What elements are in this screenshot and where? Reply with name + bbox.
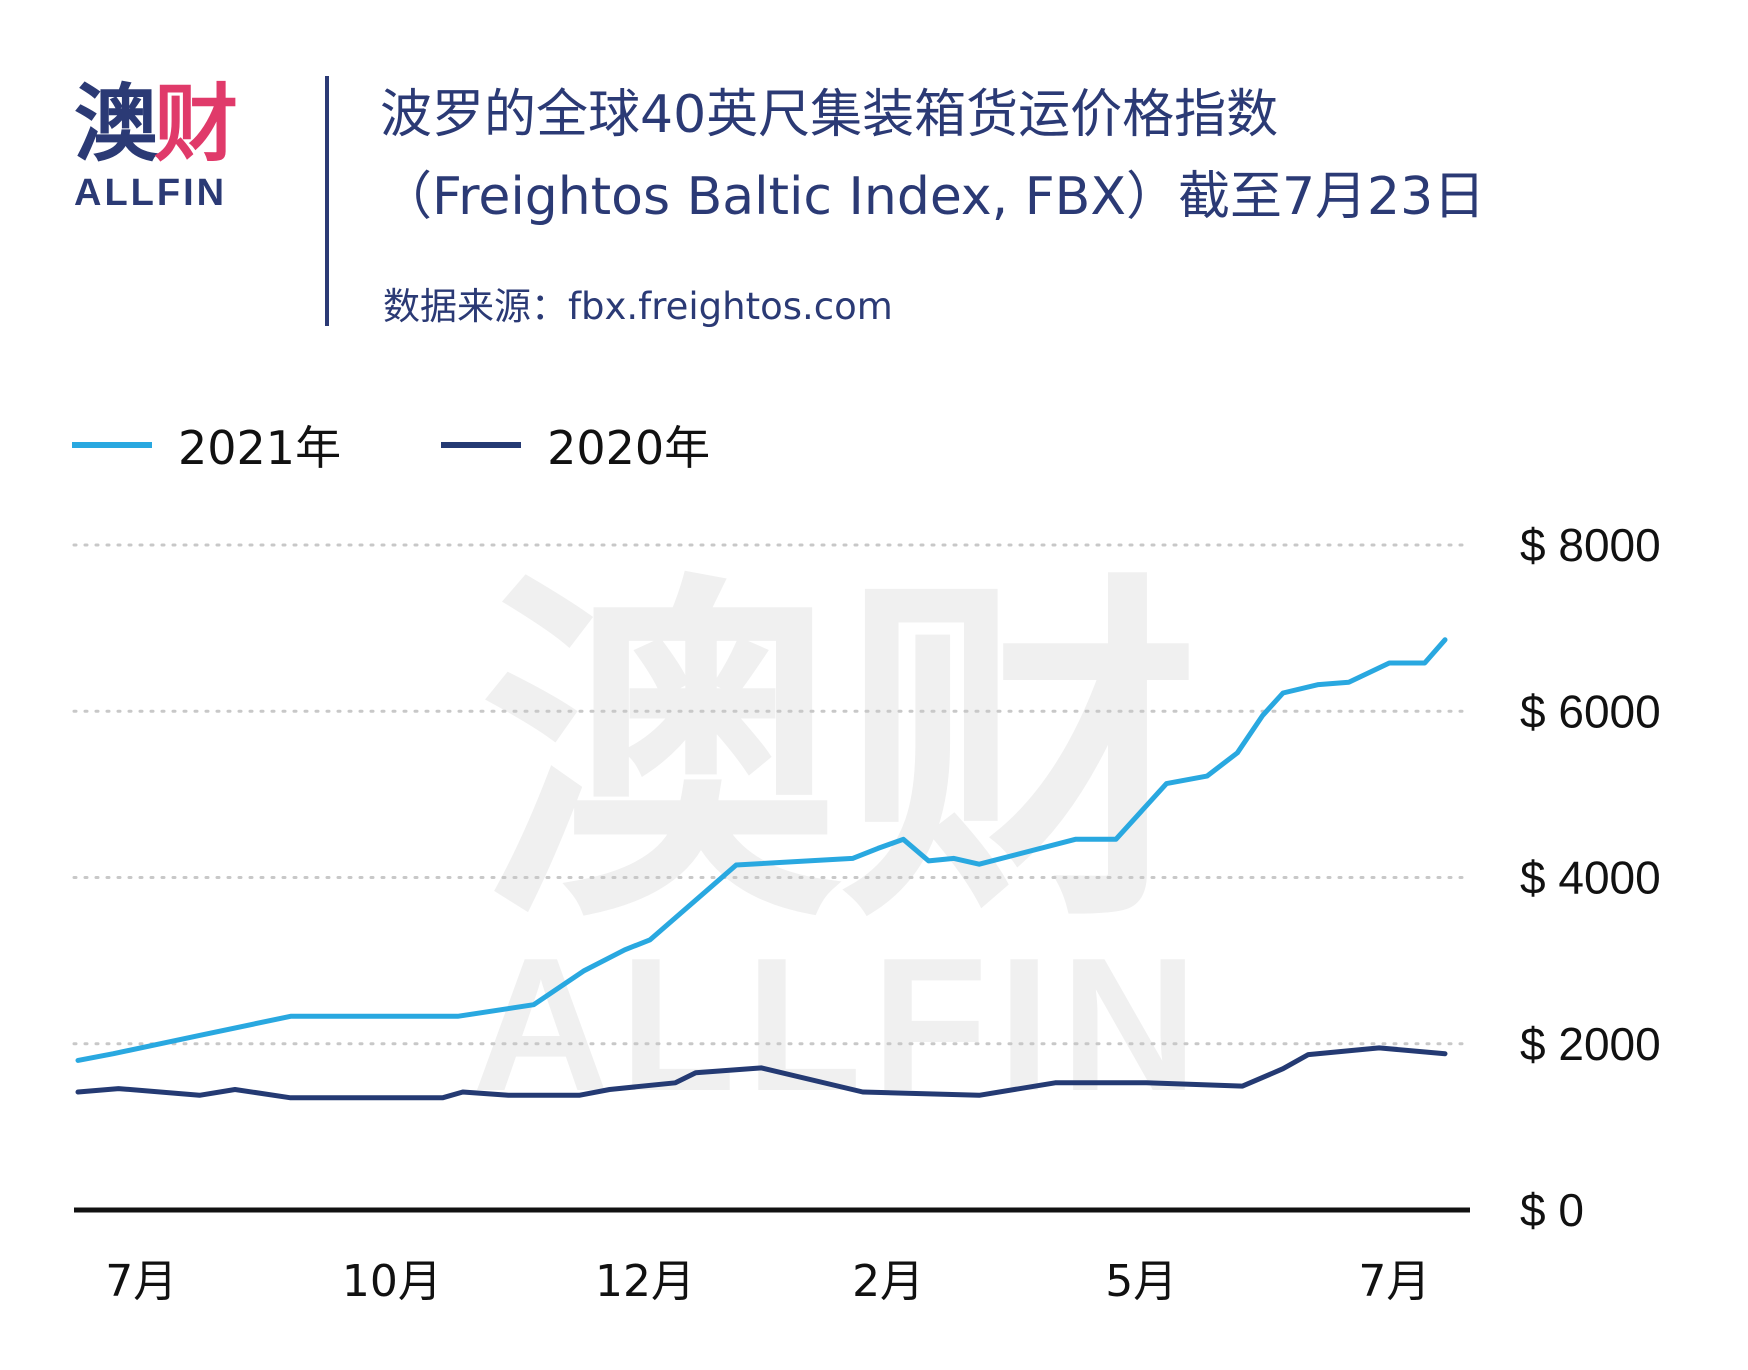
x-tick-label: 10月 xyxy=(342,1256,442,1307)
legend-swatch-2021 xyxy=(72,442,152,448)
legend-item-2020: 2020年 xyxy=(441,412,710,478)
chart-title-line2: （Freightos Baltic Index, FBX）截至7月23日 xyxy=(380,167,1486,227)
y-tick-label: $ 6000 xyxy=(1520,685,1661,737)
y-tick-label: $ 2000 xyxy=(1520,1018,1661,1070)
y-tick-label: $ 8000 xyxy=(1520,519,1661,571)
watermark: 澳财 ALLFIN xyxy=(472,546,1207,1131)
logo-cn: 澳财 xyxy=(74,78,264,170)
y-tick-label: $ 4000 xyxy=(1520,852,1661,904)
data-source: 数据来源：fbx.freightos.com xyxy=(383,285,893,328)
x-tick-label: 5月 xyxy=(1105,1256,1177,1307)
y-tick-label: $ 0 xyxy=(1520,1184,1584,1236)
gridlines xyxy=(72,543,1472,1046)
x-tick-label: 7月 xyxy=(105,1256,177,1307)
logo: 澳财 ALLFIN xyxy=(74,78,264,215)
legend-label-2020: 2020年 xyxy=(547,421,711,475)
x-tick-label: 2月 xyxy=(852,1256,924,1307)
chart-title: 波罗的全球40英尺集装箱货运价格指数 （Freightos Baltic Ind… xyxy=(380,74,1710,238)
watermark-en: ALLFIN xyxy=(472,919,1207,1131)
series-line-2020 xyxy=(75,1045,1448,1101)
series-line-2021 xyxy=(75,637,1448,1063)
legend-label-2021: 2021年 xyxy=(178,421,342,475)
legend: 2021年 2020年 xyxy=(72,415,810,475)
legend-item-2021: 2021年 xyxy=(72,412,341,478)
legend-swatch-2020 xyxy=(441,442,522,448)
x-tick-label: 7月 xyxy=(1358,1256,1430,1307)
y-axis-ticks: $ 0 $ 2000 $ 4000 $ 6000 $ 8000 xyxy=(1520,519,1661,1236)
logo-cn-accent: 财 xyxy=(154,75,238,173)
x-axis-ticks: 7月 10月 12月 2月 5月 7月 xyxy=(105,1256,1430,1307)
chart-title-line1: 波罗的全球40英尺集装箱货运价格指数 xyxy=(380,85,1279,145)
watermark-cn: 澳财 xyxy=(480,546,1200,965)
logo-cn-main: 澳 xyxy=(74,75,158,173)
x-tick-label: 12月 xyxy=(595,1256,695,1307)
logo-en: ALLFIN xyxy=(74,172,228,214)
header-divider xyxy=(325,76,329,326)
series-layer xyxy=(75,637,1448,1101)
